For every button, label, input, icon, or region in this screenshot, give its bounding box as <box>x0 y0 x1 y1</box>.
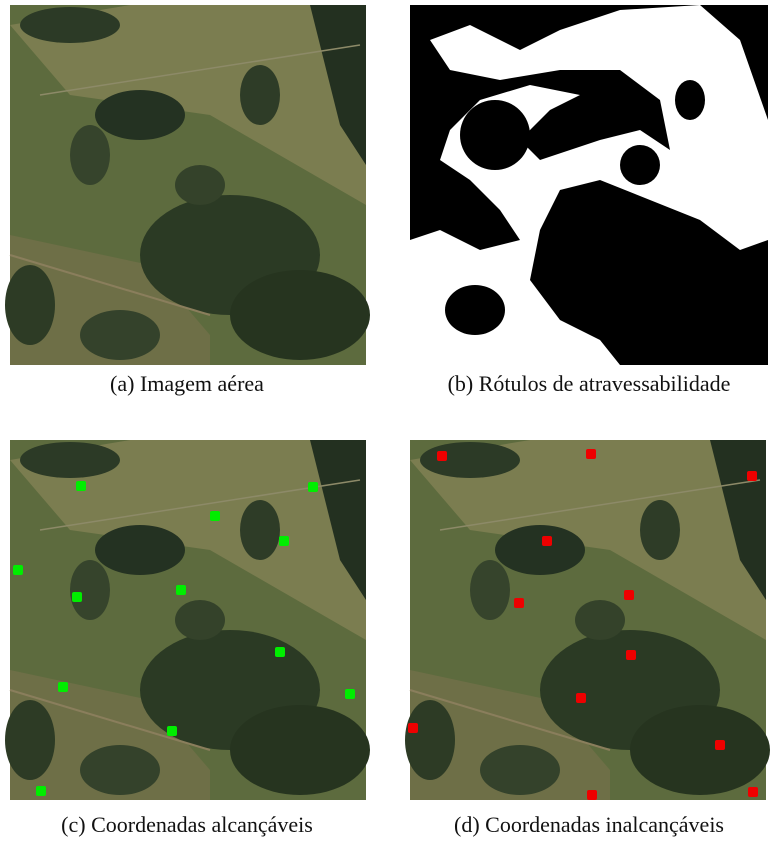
reachable-panel <box>5 440 370 800</box>
aerial-image <box>5 5 370 365</box>
figure: (a) Imagem aérea (b) Rótulos de atravess… <box>0 0 776 841</box>
caption: (a) Imagem aérea <box>110 371 264 396</box>
traversability-mask <box>410 5 768 365</box>
caption: (b) Rótulos de atravessabilidade <box>448 371 731 396</box>
unreachable-panel <box>405 440 770 800</box>
caption: (c) Coordenadas alcançáveis <box>61 812 313 837</box>
caption: (d) Coordenadas inalcançáveis <box>454 812 724 837</box>
